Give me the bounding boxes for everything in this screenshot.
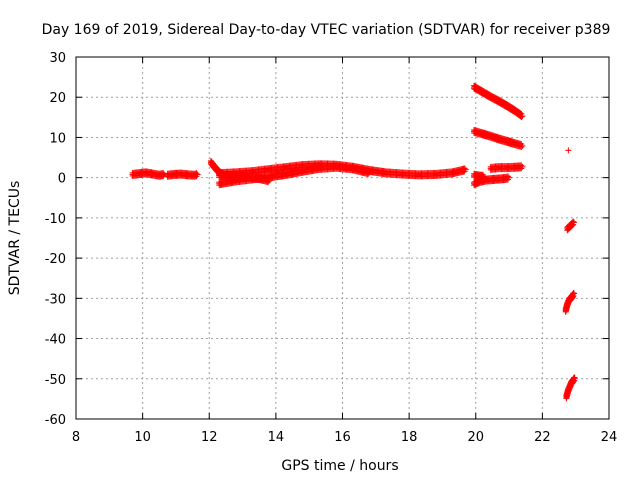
- chart-title: Day 169 of 2019, Sidereal Day-to-day VTE…: [42, 22, 611, 38]
- data-streak: [564, 218, 577, 234]
- data-streak: [471, 126, 525, 151]
- y-tick-label: -40: [45, 333, 66, 348]
- y-tick-label: -60: [45, 413, 66, 428]
- x-tick-label: 20: [467, 430, 484, 445]
- x-tick-label: 24: [601, 430, 618, 445]
- data-streak: [562, 289, 577, 315]
- x-tick-label: 8: [72, 430, 80, 445]
- y-tick-label: 30: [49, 51, 66, 66]
- data-streak: [563, 374, 578, 402]
- data-points: [129, 82, 578, 402]
- data-streak: [471, 173, 511, 189]
- x-tick-label: 10: [134, 430, 151, 445]
- x-tick-label: 12: [201, 430, 218, 445]
- y-tick-label: -20: [45, 252, 66, 267]
- x-tick-label: 22: [534, 430, 551, 445]
- y-tick-label: 10: [49, 131, 66, 146]
- y-tick-label: 0: [58, 172, 66, 187]
- data-streak: [487, 162, 525, 173]
- y-axis-label: SDTVAR / TECUs: [7, 181, 23, 296]
- axis-ticks: 8 10 12 14 16 18 20 22 24 30 20 10 0 -10 -20 -30 -40 -50 -…: [45, 51, 618, 445]
- y-tick-label: 20: [49, 91, 66, 106]
- data-streak: [129, 168, 167, 180]
- y-tick-label: -50: [45, 373, 66, 388]
- data-point: [565, 147, 572, 154]
- x-axis-label: GPS time / hours: [281, 458, 398, 474]
- x-tick-label: 16: [334, 430, 351, 445]
- x-tick-label: 14: [268, 430, 285, 445]
- data-streak: [216, 171, 272, 186]
- data-streak: [164, 169, 200, 180]
- data-streak: [471, 170, 487, 181]
- grid-lines: [76, 57, 609, 419]
- data-streak: [471, 82, 525, 120]
- y-tick-label: -10: [45, 212, 66, 227]
- x-tick-label: 18: [401, 430, 418, 445]
- y-tick-label: -30: [45, 292, 66, 307]
